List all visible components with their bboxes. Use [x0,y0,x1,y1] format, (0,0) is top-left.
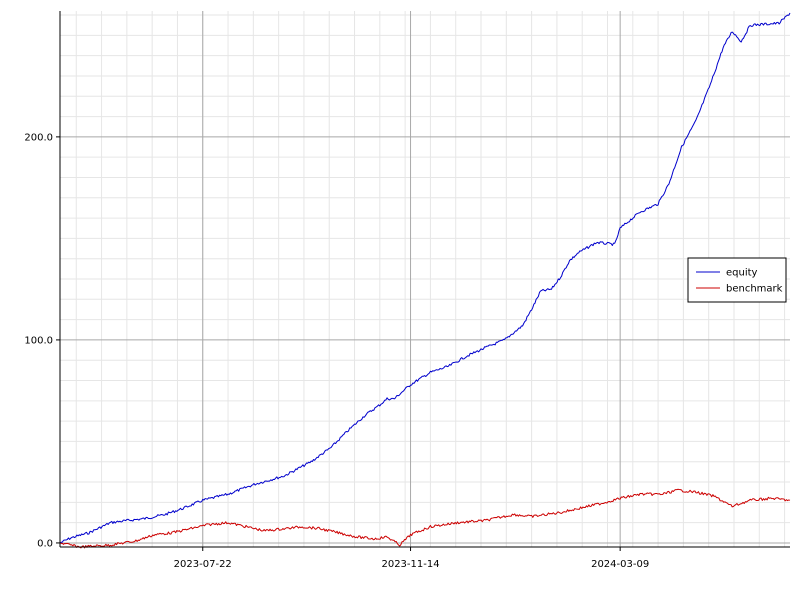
axes [59,11,790,548]
series-layer [59,12,791,549]
legend-box [687,257,787,303]
legend-label-equity: equity [726,268,758,279]
y-tick-label: 0.0 [37,538,53,549]
legend: equity benchmark [687,257,787,303]
legend-label-benchmark: benchmark [726,284,783,295]
major-grid [60,11,790,547]
y-tick-label: 200.0 [24,132,53,143]
x-tick-label: 2023-07-22 [174,559,232,570]
x-tick-label: 2024-03-09 [591,559,649,570]
tick-labels: 0.0 100.0 200.0 2023-07-22 2023-11-14 2024-03… [24,132,649,570]
x-tick-label: 2023-11-14 [381,559,439,570]
series-line-benchmark [59,488,791,549]
series-line-equity [59,12,791,544]
minor-grid [60,11,790,547]
y-tick-label: 100.0 [24,335,53,346]
